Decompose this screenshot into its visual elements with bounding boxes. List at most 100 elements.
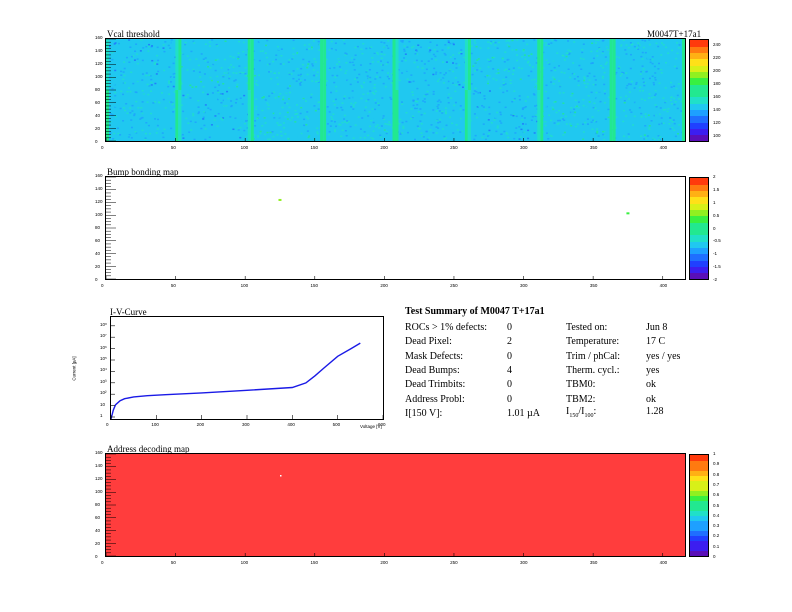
pixel-noise	[459, 51, 462, 53]
pixel-noise	[220, 99, 223, 102]
pixel-noise	[641, 90, 644, 92]
pixel-noise	[300, 75, 303, 77]
pixel-noise	[219, 72, 222, 74]
pixel-noise	[568, 60, 571, 63]
pixel-noise	[190, 50, 193, 53]
pixel-noise	[286, 87, 289, 90]
pixel-noise	[535, 114, 538, 116]
pixel-noise	[213, 132, 216, 135]
pixel-noise	[470, 45, 473, 47]
pixel-noise	[118, 42, 121, 45]
pixel-noise	[558, 119, 561, 122]
x-tick-label: 100	[240, 560, 249, 565]
pixel-noise	[677, 133, 680, 135]
pixel-noise	[399, 118, 402, 121]
pixel-noise	[227, 68, 230, 71]
pixel-noise	[128, 61, 131, 64]
pixel-noise	[674, 78, 677, 80]
pixel-noise	[658, 138, 661, 141]
pixel-noise	[402, 115, 405, 117]
pixel-noise	[488, 100, 491, 102]
y-tick-label: 0	[95, 277, 98, 282]
pixel-noise	[628, 118, 631, 121]
pixel-noise	[312, 127, 315, 129]
summary-value: 17 C	[646, 336, 666, 348]
pixel-noise	[303, 114, 306, 117]
pixel-noise	[244, 128, 247, 131]
pixel-noise	[349, 125, 352, 128]
pixel-noise	[318, 60, 321, 63]
pixel-noise	[535, 82, 538, 85]
pixel-noise	[349, 138, 352, 141]
pixel-noise	[306, 111, 309, 113]
pixel-noise	[170, 83, 173, 86]
pixel-noise	[563, 59, 566, 61]
pixel-noise	[486, 58, 489, 61]
pixel-noise	[511, 68, 514, 71]
pixel-noise	[334, 49, 337, 51]
pixel-noise	[657, 68, 660, 70]
pixel-noise	[380, 41, 383, 43]
pixel-noise	[129, 107, 132, 109]
pixel-noise	[219, 105, 222, 107]
pixel-noise	[359, 136, 362, 139]
iv-ylabel: Current [µA]	[71, 356, 77, 381]
pixel-noise	[336, 63, 339, 66]
pixel-noise	[650, 132, 653, 134]
color-scale-band	[690, 115, 708, 123]
pixel-noise	[403, 45, 406, 47]
pixel-noise	[109, 132, 112, 134]
pixel-noise	[533, 87, 536, 90]
pixel-noise	[486, 106, 489, 108]
pixel-noise	[207, 42, 210, 45]
pixel-noise	[669, 128, 672, 130]
pixel-noise	[255, 80, 258, 82]
pixel-noise	[676, 52, 679, 55]
ratio-i-2: I	[581, 406, 585, 417]
pixel-noise	[504, 106, 507, 109]
pixel-noise	[662, 97, 665, 99]
pixel-noise	[669, 81, 672, 84]
pixel-noise	[140, 117, 143, 119]
pixel-noise	[348, 130, 351, 132]
pixel-noise	[364, 109, 367, 112]
pixel-noise	[442, 77, 445, 79]
pixel-noise	[272, 129, 275, 131]
pixel-noise	[474, 134, 477, 137]
pixel-noise	[664, 100, 667, 103]
pixel-noise	[647, 114, 650, 117]
pixel-noise	[214, 115, 217, 117]
color-scale-band	[690, 134, 708, 141]
pixel-noise	[483, 69, 486, 72]
pixel-noise	[671, 120, 674, 123]
y-tick-label: 10	[100, 401, 106, 407]
pixel-noise	[354, 102, 357, 104]
pixel-noise	[307, 87, 310, 89]
pixel-noise	[382, 46, 385, 48]
pixel-noise	[521, 107, 524, 109]
pixel-noise	[676, 107, 679, 110]
pixel-noise	[272, 112, 275, 115]
pixel-noise	[648, 125, 651, 127]
pixel-noise	[676, 94, 679, 97]
pixel-noise	[580, 131, 583, 134]
pixel-noise	[677, 47, 680, 49]
pixel-noise	[558, 80, 561, 82]
pixel-noise	[372, 50, 375, 52]
pixel-noise	[184, 43, 187, 46]
pixel-noise	[189, 120, 192, 123]
pixel-noise	[437, 121, 440, 124]
pixel-noise	[527, 60, 530, 63]
pixel-noise	[239, 78, 242, 81]
pixel-noise	[113, 132, 116, 135]
color-scale-band	[690, 520, 708, 527]
pixel-noise	[223, 118, 226, 121]
pixel-noise	[673, 65, 676, 68]
pixel-noise	[168, 93, 171, 95]
pixel-noise	[204, 138, 207, 141]
pixel-noise	[264, 115, 267, 117]
pixel-noise	[542, 67, 545, 69]
pixel-noise	[422, 100, 425, 102]
pixel-noise	[441, 110, 444, 113]
pixel-noise	[453, 58, 456, 60]
